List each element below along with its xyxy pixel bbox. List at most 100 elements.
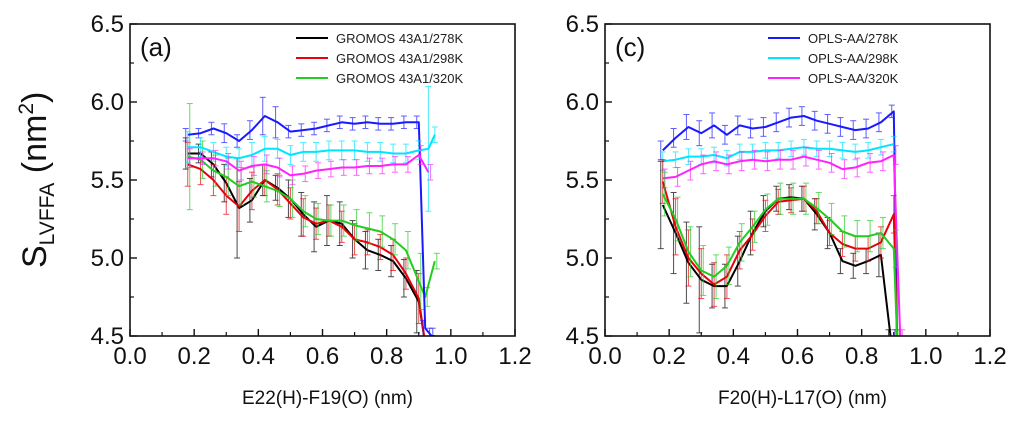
error-bar xyxy=(786,107,793,128)
panels: 0.0 0.2 0.4 0.6 0.8 1.0 1.2 4.5 5.0 5.5 6.0 6.5 E22(… xyxy=(91,11,1007,409)
series-line xyxy=(661,196,892,336)
error-bar xyxy=(302,195,309,228)
error-bar xyxy=(259,96,266,136)
error-bar xyxy=(349,220,356,259)
error-bar xyxy=(841,215,848,248)
error-bar xyxy=(709,112,716,139)
error-bar xyxy=(420,319,427,336)
error-bar xyxy=(811,110,818,131)
chart-panel-2: 0.0 0.2 0.4 0.6 0.8 1.0 1.2 4.5 5.0 5.5 6.0 6.5 F20(… xyxy=(566,11,1007,409)
error-bar xyxy=(734,115,741,136)
series-line xyxy=(662,110,898,336)
error-bar xyxy=(683,113,690,140)
error-bar xyxy=(815,149,822,170)
error-bar xyxy=(751,210,758,243)
error-bar xyxy=(336,201,343,247)
plot-area xyxy=(657,104,906,336)
error-bar xyxy=(837,117,844,137)
error-bar xyxy=(670,191,677,275)
error-bar xyxy=(289,165,296,186)
error-bar xyxy=(336,115,343,130)
legend-entry: GROMOS 43A1/278K xyxy=(336,31,463,46)
error-bar xyxy=(425,85,432,212)
error-bar xyxy=(879,151,886,172)
series-GROMOS 43A1/278K xyxy=(182,137,427,336)
error-bar xyxy=(879,216,886,250)
error-bar xyxy=(725,154,732,175)
series-OPLS-AA/278K xyxy=(182,96,436,336)
error-bar xyxy=(186,148,193,169)
error-bar xyxy=(895,329,902,336)
error-bar xyxy=(404,156,411,173)
legend: OPLS-AA/278K OPLS-AA/298K OPLS-AA/320K xyxy=(768,31,899,86)
error-bar xyxy=(687,160,694,181)
x-axis-label: F20(H)-L17(O) (nm) xyxy=(718,388,887,409)
error-bar xyxy=(392,156,399,173)
error-bar xyxy=(433,252,440,270)
legend-entry: GROMOS 43A1/320K xyxy=(336,71,463,86)
error-bar xyxy=(867,152,874,173)
error-bar xyxy=(828,202,835,236)
error-bar xyxy=(713,151,720,172)
error-bar xyxy=(340,204,347,237)
y-axis-label-unit: (nm xyxy=(16,115,54,183)
series-line xyxy=(187,134,436,160)
error-bar xyxy=(888,104,895,119)
error-bar xyxy=(427,163,434,181)
error-bar xyxy=(404,230,411,270)
y-tick-label: 4.5 xyxy=(91,323,124,350)
x-tick-label: 1.2 xyxy=(498,343,531,370)
chart-panel-1: 0.0 0.2 0.4 0.6 0.8 1.0 1.2 4.5 5.0 5.5 6.0 6.5 E22(… xyxy=(91,11,532,409)
error-bar xyxy=(828,152,835,173)
error-bar xyxy=(760,117,767,137)
series-GROMOS 43A1/320K xyxy=(661,171,902,336)
series-line xyxy=(187,115,435,336)
error-bar xyxy=(841,159,848,179)
x-tick-label: 1.0 xyxy=(434,343,467,370)
error-bar xyxy=(221,123,228,144)
error-bar xyxy=(250,156,257,176)
error-bar xyxy=(696,120,703,147)
x-tick-label: 0.4 xyxy=(242,343,275,370)
error-bar xyxy=(751,149,758,170)
error-bar xyxy=(713,254,720,300)
error-bar xyxy=(764,193,771,226)
error-bar xyxy=(212,149,219,167)
series-line xyxy=(187,155,436,298)
error-bar xyxy=(315,162,322,179)
error-bar xyxy=(392,223,399,256)
error-bar xyxy=(379,215,386,248)
error-bar xyxy=(287,145,294,165)
error-bar xyxy=(285,124,292,139)
error-bar xyxy=(302,165,309,183)
error-bar xyxy=(238,160,245,181)
error-bar xyxy=(867,220,874,253)
error-bar xyxy=(272,106,279,139)
y-axis-label-subscript: LVFFA xyxy=(36,183,59,246)
error-bar xyxy=(375,117,382,131)
error-bar xyxy=(700,154,707,175)
x-tick-label: 0.6 xyxy=(306,343,339,370)
error-bar xyxy=(208,121,215,136)
error-bar xyxy=(777,149,784,170)
error-bar xyxy=(854,157,861,178)
y-tick-label: 6.0 xyxy=(91,89,124,116)
y-tick-label: 6.0 xyxy=(566,89,599,116)
error-bar xyxy=(388,117,395,131)
y-tick-label: 4.5 xyxy=(566,323,599,350)
error-bar xyxy=(854,220,861,253)
error-bar xyxy=(802,182,809,215)
x-tick-label: 0.0 xyxy=(588,343,621,370)
error-bar xyxy=(863,118,870,139)
error-bar xyxy=(313,142,320,162)
error-bar xyxy=(263,154,270,175)
legend-entry: OPLS-AA/278K xyxy=(808,31,899,46)
plot-area xyxy=(182,85,440,336)
error-bar xyxy=(400,115,407,130)
error-bar xyxy=(885,329,892,336)
series-OPLS-AA/298K xyxy=(184,85,438,212)
error-bar xyxy=(431,126,438,144)
error-bar xyxy=(199,151,206,165)
error-bar xyxy=(815,191,822,225)
error-bar xyxy=(747,118,754,139)
